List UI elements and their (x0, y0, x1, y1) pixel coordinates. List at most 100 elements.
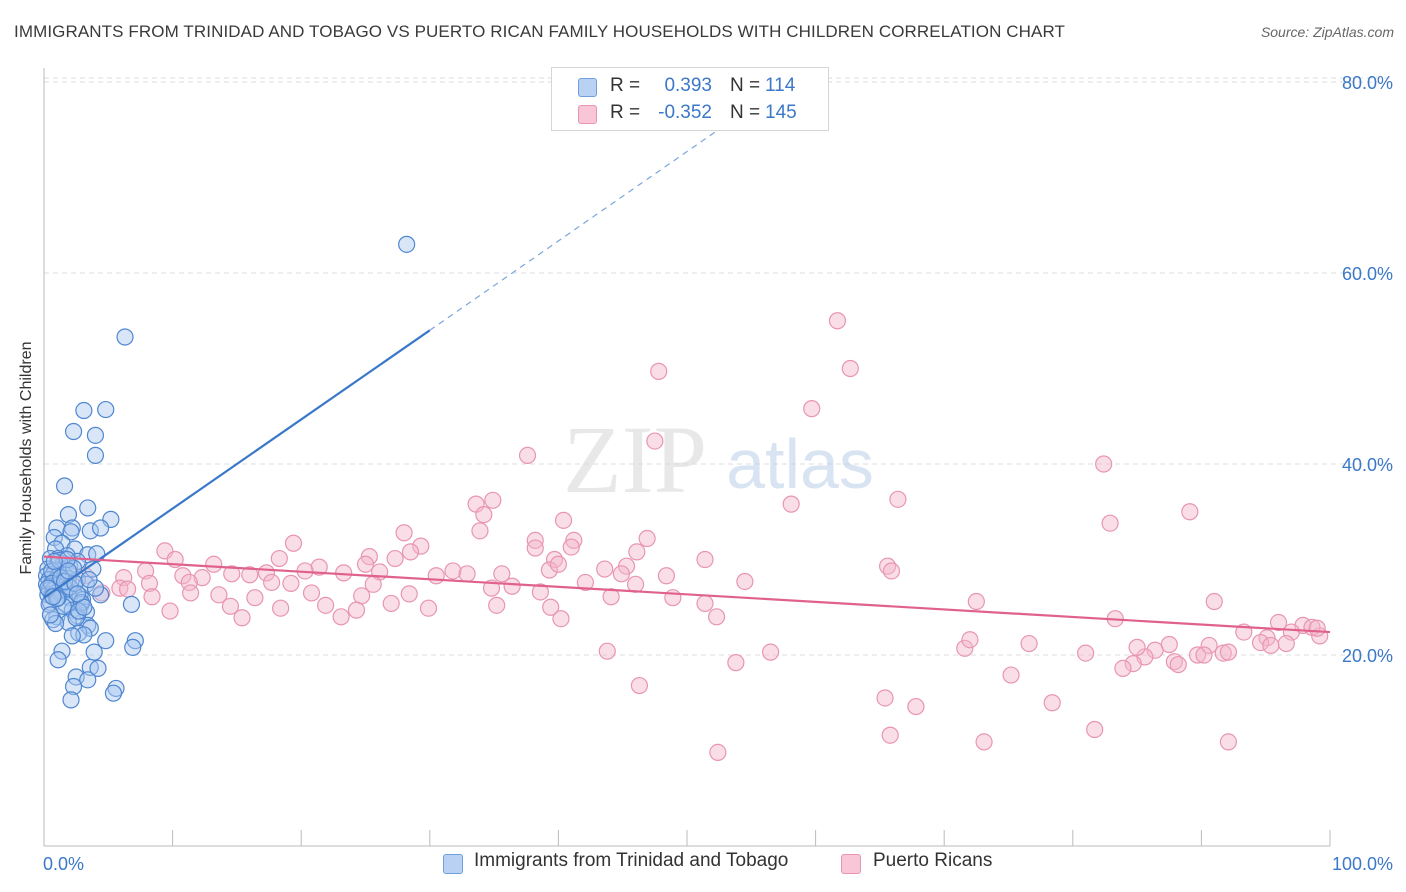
trinidad-point (86, 446, 105, 465)
puerto-ricans-point (628, 543, 646, 561)
puerto-ricans-point (1214, 644, 1232, 662)
trinidad-point (126, 632, 144, 650)
trinidad-point (64, 422, 83, 441)
puerto-ricans-point (596, 560, 614, 578)
puerto-ricans-point (140, 574, 159, 592)
puerto-ricans-point (565, 531, 583, 550)
puerto-ricans-point (554, 511, 573, 529)
puerto-ricans-point (967, 592, 985, 611)
trinidad-point (97, 400, 115, 419)
puerto-ricans-point (493, 565, 511, 583)
puerto-ricans-point (889, 490, 907, 508)
puerto-ricans-point (696, 594, 714, 613)
puerto-ricans-point (1077, 644, 1095, 662)
puerto-ricans-point (386, 549, 404, 568)
puerto-ricans-point (205, 555, 223, 573)
puerto-ricans-point (1101, 514, 1119, 532)
x-tick-label-max: 100.0% (1332, 854, 1393, 874)
puerto-ricans-point (118, 580, 137, 598)
puerto-ricans-point (907, 697, 925, 716)
trinidad-point (62, 523, 80, 541)
r-value: 0.393 (664, 75, 712, 96)
legend-label-puerto-ricans: Puerto Ricans (873, 850, 993, 871)
puerto-ricans-points (76, 312, 1329, 762)
trinidad-point (63, 627, 81, 645)
trinidad-point (97, 632, 115, 650)
series-legend: Immigrants from Trinidad and Tobago Puer… (0, 850, 1406, 878)
trinidad-point (68, 585, 87, 603)
puerto-ricans-point (1308, 619, 1326, 637)
puerto-ricans-point (1002, 666, 1020, 684)
trinidad-point (398, 235, 416, 253)
puerto-ricans-point (193, 569, 211, 587)
puerto-ricans-point (1277, 634, 1295, 653)
puerto-ricans-point (272, 599, 290, 617)
puerto-ricans-point (549, 555, 568, 573)
puerto-ricans-point (803, 400, 821, 418)
puerto-ricans-point (630, 676, 649, 695)
trinidad-point (46, 614, 65, 633)
trinidad-point (62, 691, 80, 709)
puerto-ricans-point (562, 538, 580, 556)
r-label: R = (610, 75, 641, 96)
puerto-ricans-point (1146, 641, 1164, 659)
y-tick-label: 40.0% (1342, 455, 1393, 475)
puerto-ricans-point (531, 583, 549, 601)
puerto-ricans-point (1181, 503, 1199, 521)
puerto-ricans-point (1114, 659, 1132, 677)
trinidad-point (53, 642, 71, 660)
puerto-ricans-point (503, 577, 521, 595)
puerto-ricans-point (638, 529, 656, 548)
puerto-ricans-point (1219, 643, 1238, 661)
puerto-ricans-point (1095, 455, 1113, 473)
puerto-ricans-point (1128, 638, 1146, 656)
trinidad-point (85, 643, 103, 661)
puerto-ricans-point (1251, 633, 1270, 652)
trinidad-point (55, 477, 74, 495)
puerto-ricans-point (347, 601, 366, 619)
puerto-ricans-point (736, 572, 754, 591)
puerto-ricans-point (400, 585, 418, 603)
puerto-ricans-point (882, 562, 901, 580)
puerto-ricans-point (263, 573, 281, 592)
puerto-ricans-point (612, 565, 631, 583)
puerto-ricans-swatch (578, 105, 597, 124)
puerto-ricans-point (552, 610, 570, 628)
puerto-ricans-point (650, 362, 668, 380)
puerto-ricans-point (1269, 613, 1288, 632)
trinidad-point (49, 651, 67, 669)
r-value: -0.352 (658, 102, 712, 123)
puerto-ricans-point (828, 312, 847, 330)
puerto-ricans-point (161, 602, 179, 620)
puerto-ricans-point (282, 574, 300, 592)
puerto-ricans-point (727, 654, 745, 672)
watermark-zip: ZIP (563, 406, 707, 513)
puerto-ricans-point (427, 567, 445, 585)
puerto-ricans-point (401, 543, 420, 561)
puerto-ricans-point (412, 537, 430, 555)
y-tick-label: 80.0% (1342, 73, 1393, 93)
puerto-ricans-point (696, 550, 714, 569)
n-label: N = (730, 75, 761, 96)
y-tick-label: 60.0% (1342, 264, 1393, 284)
puerto-ricans-point (1188, 646, 1207, 664)
puerto-ricans-point (382, 594, 400, 613)
puerto-ricans-point (488, 596, 506, 614)
puerto-ricans-point (241, 566, 259, 584)
puerto-ricans-point (444, 562, 462, 580)
trinidad-point (122, 595, 141, 613)
puerto-ricans-point (458, 565, 476, 583)
puerto-ricans-point (419, 599, 438, 617)
trinidad-point (116, 328, 134, 346)
n-value: 145 (765, 102, 797, 123)
puerto-ricans-point (518, 446, 537, 465)
stats-legend: R = 0.393 N = 114 R = -0.352 N = 145 (551, 67, 829, 131)
puerto-ricans-point (1219, 733, 1238, 751)
puerto-ricans-point (484, 491, 502, 509)
puerto-ricans-point (841, 359, 859, 378)
stats-row-trinidad: R = 0.393 N = 114 (552, 75, 828, 101)
stats-row-puerto-ricans: R = -0.352 N = 145 (552, 102, 828, 128)
puerto-ricans-point (475, 506, 493, 524)
puerto-ricans-point (1086, 720, 1104, 739)
puerto-ricans-point (707, 608, 726, 626)
